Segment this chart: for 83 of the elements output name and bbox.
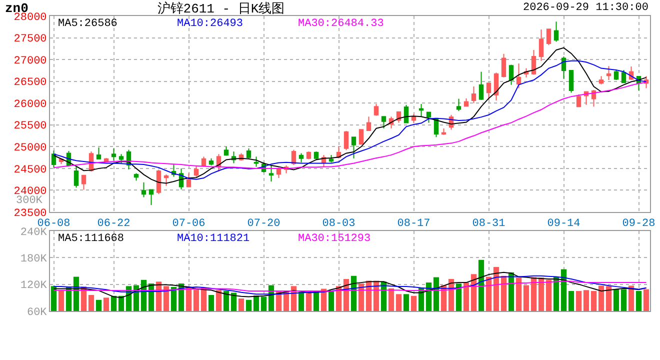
text: MA5:26586 xyxy=(58,18,118,30)
candlestick xyxy=(246,148,252,159)
candlestick xyxy=(351,136,356,159)
y-tick-label: 26500 xyxy=(14,77,47,90)
line-series xyxy=(53,82,647,169)
candlestick xyxy=(111,148,116,162)
candlestick xyxy=(501,53,506,78)
candlestick xyxy=(306,150,312,160)
candlestick xyxy=(148,189,154,206)
candlestick xyxy=(538,29,544,62)
candlestick xyxy=(591,90,596,108)
candlestick xyxy=(418,103,424,118)
candlestick xyxy=(224,146,229,156)
candlestick xyxy=(186,172,192,188)
x-tick-label: 06-22 xyxy=(97,218,130,230)
candlestick xyxy=(344,130,349,151)
y-tick-label: 27500 xyxy=(14,34,47,46)
candlestick xyxy=(621,70,626,84)
candlestick xyxy=(561,56,566,80)
x-tick-label: 07-06 xyxy=(172,218,206,230)
text: MA30:26484.33 xyxy=(298,18,384,30)
y-tick-label: 27000 xyxy=(14,55,47,68)
y-tick-label: 23500 xyxy=(14,208,47,220)
y-tick-label: 120K xyxy=(20,280,48,292)
candlestick xyxy=(494,72,499,101)
candlestick xyxy=(358,128,364,145)
candlestick xyxy=(606,66,612,81)
candlestick xyxy=(456,98,462,112)
candlestick xyxy=(314,150,319,160)
candlestick xyxy=(268,164,274,182)
candlestick xyxy=(554,21,559,42)
text: MA5:111668 xyxy=(58,233,124,245)
candlestick xyxy=(134,172,139,182)
candlestick xyxy=(81,174,86,190)
candlestick xyxy=(516,62,522,89)
candlestick xyxy=(276,167,282,179)
candlestick xyxy=(508,64,514,86)
candlestick xyxy=(426,112,432,124)
y-tick-label: 26000 xyxy=(14,98,47,111)
candlestick xyxy=(328,154,334,163)
candlestick xyxy=(366,116,372,132)
y-tick-label: 60K xyxy=(26,306,48,319)
candlestick xyxy=(194,165,199,178)
candlestick xyxy=(598,76,604,85)
candlestick xyxy=(471,86,476,104)
candlestick xyxy=(164,174,169,186)
candlestick xyxy=(118,154,124,164)
x-tick-label: 09-14 xyxy=(547,218,581,230)
text: MA10:111821 xyxy=(177,233,250,245)
candlestick xyxy=(96,147,102,160)
y-tick-label: 24500 xyxy=(14,164,47,176)
text: MA10:26493 xyxy=(177,18,244,30)
candlestick xyxy=(208,158,214,166)
candlestick xyxy=(374,103,379,116)
text: MA30:151293 xyxy=(298,233,371,245)
candlestick xyxy=(546,28,552,46)
candlestick xyxy=(568,70,574,94)
candlestick xyxy=(254,156,259,168)
y-tick-label: 25000 xyxy=(14,142,47,155)
chart-title: 沪锌2611 - 日K线图 xyxy=(157,0,285,17)
candlestick xyxy=(411,114,416,124)
y-tick-label: 25500 xyxy=(14,120,47,133)
candlestick xyxy=(74,166,79,188)
candlestick xyxy=(51,150,56,168)
x-tick-label: 08-31 xyxy=(472,218,506,230)
candlestick xyxy=(441,128,446,136)
candlestick xyxy=(614,70,619,81)
text: 2026-09-29 11:30:00 xyxy=(523,2,648,14)
candlestick xyxy=(156,169,162,195)
x-tick-label: 08-17 xyxy=(397,218,430,230)
line-series xyxy=(53,280,647,292)
candlestick xyxy=(141,182,146,198)
candlestick xyxy=(464,98,469,108)
x-tick-label: 09-28 xyxy=(622,218,656,230)
x-tick-label: 07-20 xyxy=(247,218,280,230)
candlestick xyxy=(576,94,582,108)
candlestick xyxy=(381,116,386,129)
candlestick xyxy=(486,82,492,101)
x-tick-label: 08-03 xyxy=(322,218,356,230)
candlestick xyxy=(298,152,304,163)
candlestick xyxy=(478,71,484,101)
candlestick xyxy=(531,49,536,76)
y-tick-label: 180K xyxy=(20,254,48,266)
